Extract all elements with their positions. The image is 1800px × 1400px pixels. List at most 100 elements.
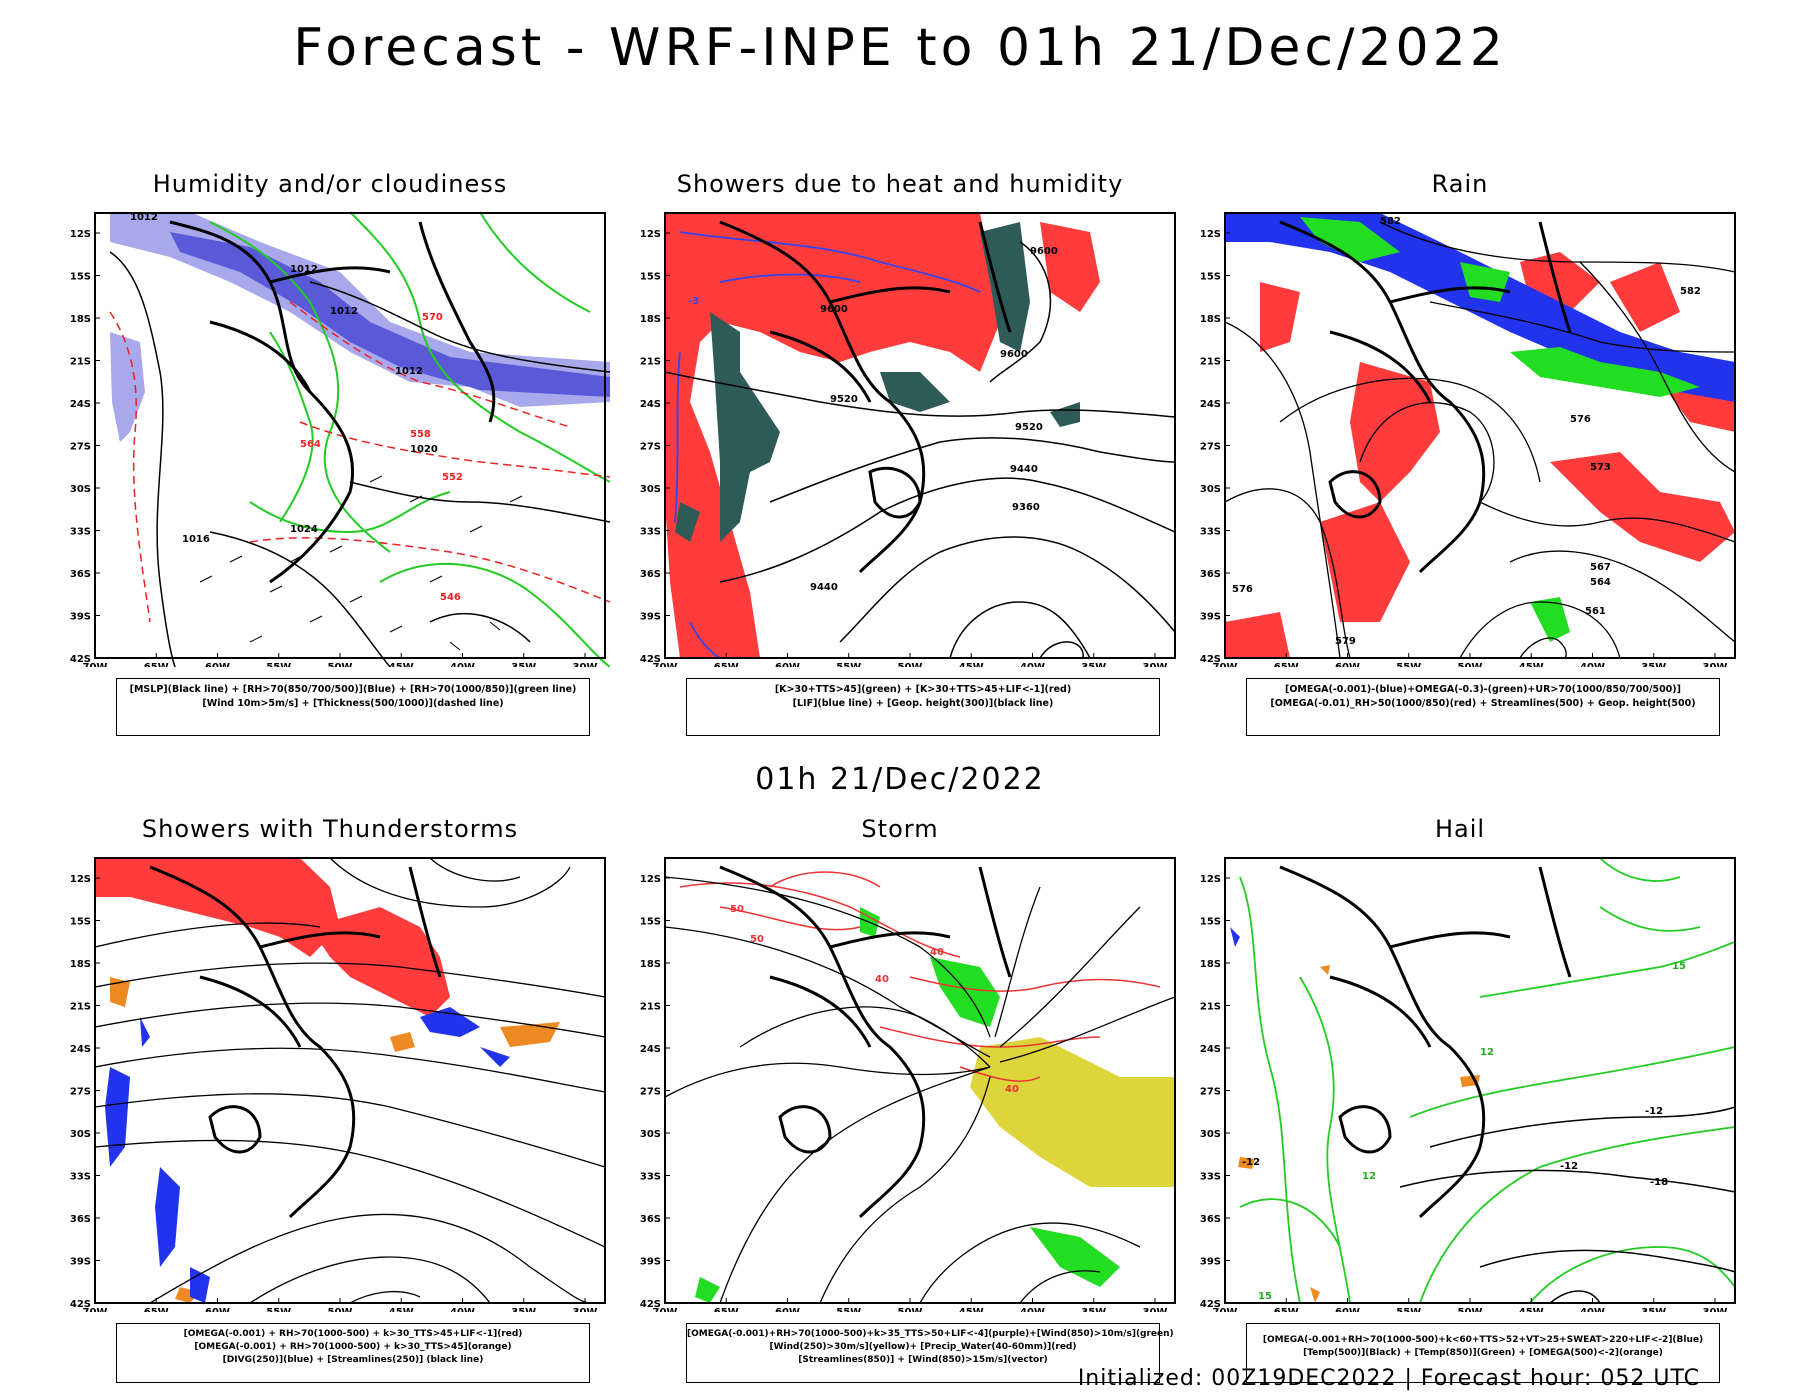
contour-label: 573: [1590, 462, 1611, 473]
lon-tick-label: 40W: [1580, 1307, 1605, 1312]
lon-tick-label: 70W: [83, 1307, 108, 1312]
lon-tick-label: 45W: [959, 1307, 984, 1312]
lon-tick-label: 30W: [1703, 1307, 1728, 1312]
streamlines-500: [1224, 221, 1736, 659]
lat-tick-label: 27S: [1200, 442, 1221, 453]
legend-line: [OMEGA(-0.001+RH>70(1000-500)+k<60+TTS>5…: [1262, 1335, 1704, 1345]
lat-tick-label: 12S: [640, 874, 661, 885]
contour-label: 1012: [290, 264, 318, 275]
contour-label: 9600: [1030, 246, 1058, 257]
map-showers: 9600 9600 9600 9520 9520 9440 9360 9440 …: [640, 212, 1176, 667]
lat-tick-label: 18S: [640, 314, 661, 325]
lon-tick-label: 70W: [653, 1307, 678, 1312]
lon-tick-label: 60W: [775, 662, 800, 667]
contour-label: 9360: [1012, 502, 1040, 513]
lat-tick-label: 33S: [70, 527, 91, 538]
legend-line: [MSLP](Black line) + [RH>70(850/700/500)…: [129, 684, 577, 695]
lon-tick-label: 40W: [450, 662, 475, 667]
lon-tick-label: 30W: [573, 662, 598, 667]
lon-tick-label: 45W: [959, 662, 984, 667]
panel-humidity: Humidity and/or cloudiness: [50, 170, 610, 740]
lon-tick-label: 35W: [1081, 662, 1106, 667]
lat-tick-label: 30S: [70, 484, 91, 495]
lon-tick-label: 40W: [1020, 1307, 1045, 1312]
lon-tick-label: 50W: [328, 1307, 353, 1312]
lat-tick-label: 27S: [70, 1087, 91, 1098]
lat-tick-label: 12S: [1200, 229, 1221, 240]
temp850-green-lines: [1239, 857, 1736, 1304]
contour-label: 15: [1258, 1291, 1272, 1302]
lat-tick-label: 30S: [1200, 484, 1221, 495]
temp500-black-lines: [1399, 1106, 1736, 1304]
lon-tick-label: 65W: [1274, 662, 1299, 667]
main-title: Forecast - WRF-INPE to 01h 21/Dec/2022: [293, 18, 1507, 78]
lat-axis: 12S 15S 18S 21S 24S 27S 30S 33S 36S 39S 42S: [1200, 229, 1230, 665]
contour-label: 9440: [810, 582, 838, 593]
panel-title: Showers with Thunderstorms: [141, 815, 519, 843]
lon-tick-label: 60W: [205, 662, 230, 667]
hail-orange-fill: [1238, 965, 1480, 1303]
lat-tick-label: 18S: [640, 959, 661, 970]
map-rain: 582 582 576 573 567 564 561 579 576 12S1…: [1200, 212, 1736, 667]
lat-tick-label: 33S: [640, 527, 661, 538]
lat-tick-label: 33S: [1200, 1172, 1221, 1183]
lon-tick-label: 40W: [1020, 662, 1045, 667]
country-borders: [169, 220, 496, 584]
lon-tick-label: 65W: [714, 662, 739, 667]
lat-tick-label: 24S: [1200, 1044, 1221, 1055]
lon-tick-label: 55W: [836, 1307, 861, 1312]
lon-axis: 70W 65W 60W 55W 50W 45W 40W 35W 30W: [653, 653, 1167, 667]
contour-label: 1012: [395, 366, 423, 377]
legend-thunder: [OMEGA(-0.001) + RH>70(1000-500) + k>30_…: [116, 1323, 590, 1383]
panel-hail: Hail: [1180, 815, 1740, 1385]
storm-yellow-fill: [970, 1037, 1175, 1187]
lat-axis: 12S 15S 18S 21S 24S 27S 30S 33S 36S 39S 42S: [640, 229, 670, 665]
contour-label: -18: [1650, 1177, 1668, 1188]
legend-line: [OMEGA(-0.001)+RH>70(1000-500)+k>35_TTS>…: [687, 1329, 1174, 1339]
lon-tick-label: 30W: [1703, 662, 1728, 667]
lon-tick-label: 65W: [1274, 1307, 1299, 1312]
legend-line: [DIVG(250)](blue) + [Streamlines(250)] (…: [222, 1355, 484, 1365]
panel-title: Hail: [1434, 815, 1486, 843]
lon-tick-label: 70W: [1213, 662, 1238, 667]
lat-tick-label: 15S: [70, 272, 91, 283]
lat-tick-label: 39S: [70, 612, 91, 623]
lat-tick-label: 39S: [640, 612, 661, 623]
panel-storm: Storm: [620, 815, 1180, 1385]
contour-label: 12: [1362, 1171, 1376, 1182]
legend-rain: [OMEGA(-0.001)-(blue)+OMEGA(-0.3)-(green…: [1246, 678, 1720, 736]
lat-tick-label: 39S: [1200, 612, 1221, 623]
contour-label: 15: [1672, 961, 1686, 972]
country-borders: [719, 865, 1012, 1219]
contour-label: 582: [1380, 216, 1401, 227]
contour-label: 576: [1570, 414, 1591, 425]
thunder-blue-fill: [105, 1007, 510, 1303]
country-borders: [1279, 220, 1572, 574]
lat-tick-label: 21S: [1200, 357, 1221, 368]
lat-tick-label: 24S: [70, 1044, 91, 1055]
lon-tick-label: 65W: [144, 1307, 169, 1312]
panel-thunder: Showers with Thunderstorms: [50, 815, 610, 1385]
contour-label: -3: [688, 296, 699, 307]
contour-label: 552: [442, 472, 463, 483]
contour-labels: 582 582 576 573 567 564 561 579 576: [1232, 216, 1701, 647]
contour-label: 9600: [1000, 349, 1028, 360]
lon-tick-label: 55W: [1396, 1307, 1421, 1312]
lat-tick-label: 15S: [1200, 917, 1221, 928]
country-borders: [149, 865, 442, 1219]
lat-tick-label: 12S: [640, 229, 661, 240]
legend-line: [OMEGA(-0.001) + RH>70(1000-500) + k>30_…: [183, 1329, 523, 1339]
lat-tick-label: 21S: [70, 357, 91, 368]
thunder-orange-fill: [110, 977, 560, 1303]
contour-label: -12: [1242, 1157, 1260, 1168]
lat-tick-label: 36S: [1200, 569, 1221, 580]
lat-tick-label: 15S: [70, 917, 91, 928]
lat-tick-label: 18S: [70, 959, 91, 970]
lon-tick-label: 40W: [1580, 662, 1605, 667]
lat-tick-label: 42S: [640, 654, 661, 665]
lat-tick-label: 42S: [1200, 1299, 1221, 1310]
lat-tick-label: 18S: [70, 314, 91, 325]
lat-tick-label: 36S: [640, 569, 661, 580]
lon-tick-label: 50W: [1458, 1307, 1483, 1312]
lat-tick-label: 36S: [640, 1214, 661, 1225]
